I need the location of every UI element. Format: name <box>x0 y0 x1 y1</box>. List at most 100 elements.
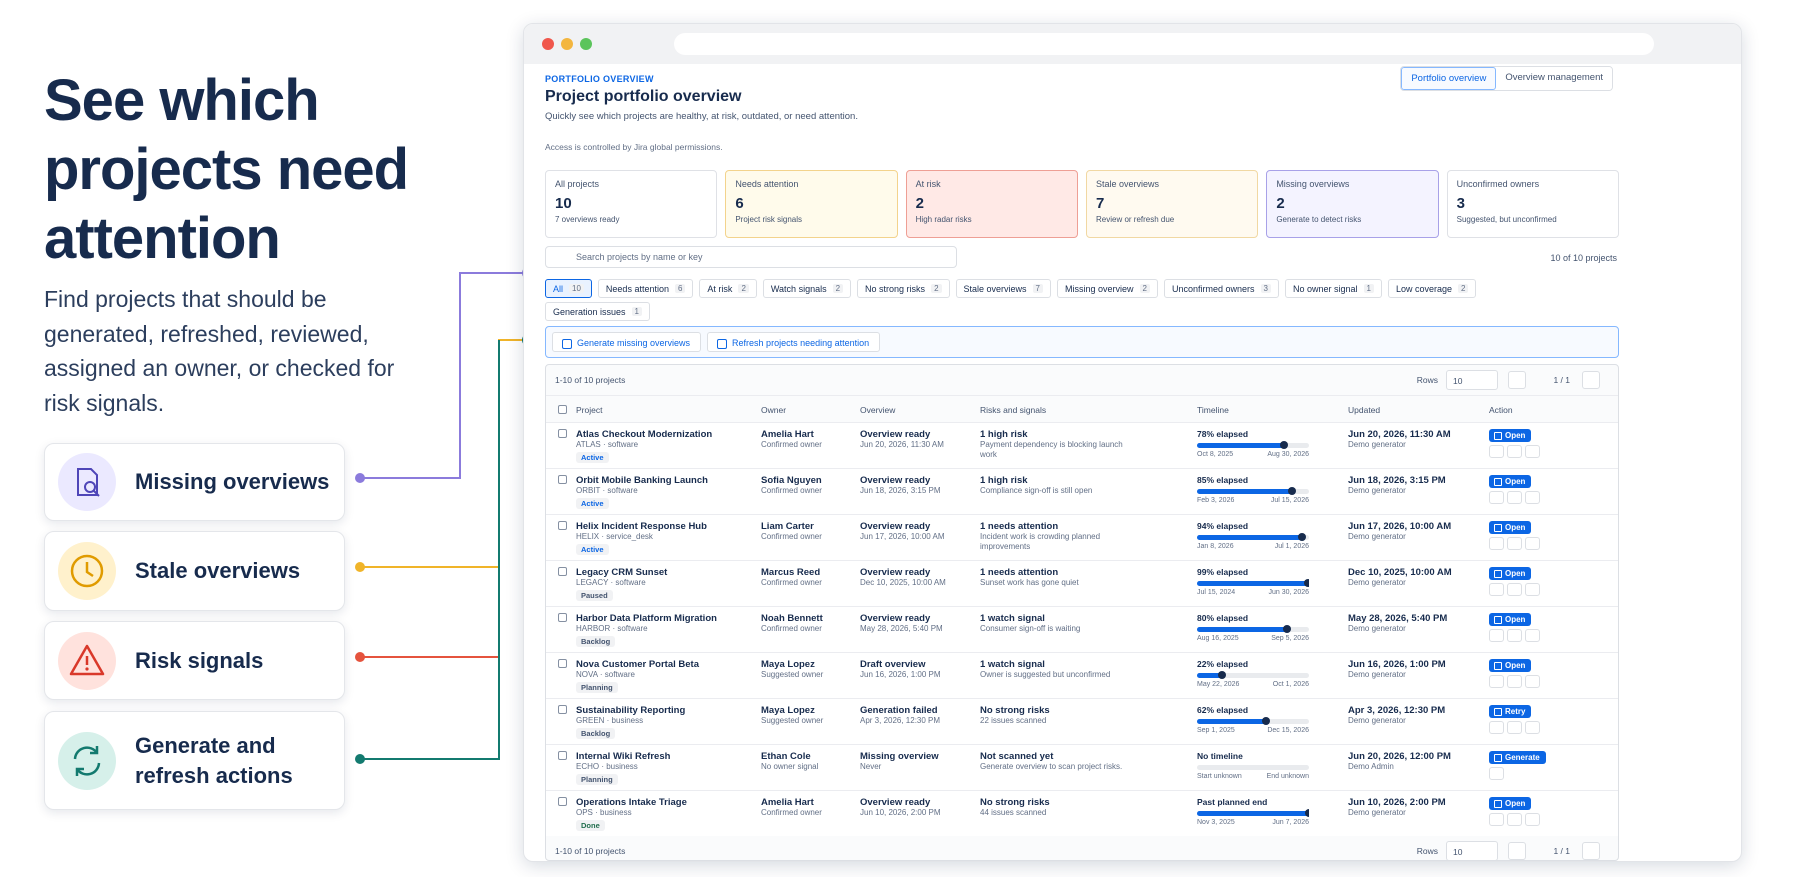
icon-button[interactable] <box>1525 445 1540 458</box>
tab[interactable]: Portfolio overview <box>1401 67 1497 90</box>
row-action[interactable]: Open <box>1489 613 1532 626</box>
icon-button[interactable] <box>1507 445 1522 458</box>
icon-button[interactable] <box>1489 721 1504 734</box>
project-name[interactable]: Atlas Checkout Modernization <box>576 429 713 440</box>
rows-select[interactable]: 10 <box>1446 370 1498 390</box>
icon-button[interactable] <box>1525 537 1540 550</box>
icon-button[interactable] <box>1507 629 1522 642</box>
icon-button[interactable] <box>1525 583 1540 596</box>
column-header[interactable]: Project <box>576 405 603 415</box>
stat-card[interactable]: All projects 10 7 overviews ready <box>545 170 718 238</box>
column-header[interactable]: Overview <box>860 405 896 415</box>
checkbox[interactable] <box>558 475 567 484</box>
stat-card[interactable]: At risk 2 High radar risks <box>905 170 1078 238</box>
filter-chip[interactable]: Low coverage 2 <box>1387 279 1477 298</box>
checkbox[interactable] <box>558 613 567 622</box>
filter-chip[interactable]: Watch signals 2 <box>762 279 852 298</box>
icon-button[interactable] <box>1507 491 1522 504</box>
icon-button[interactable] <box>1489 445 1504 458</box>
checkbox[interactable] <box>558 705 567 714</box>
icon-button[interactable] <box>1507 583 1522 596</box>
checkbox[interactable] <box>558 751 567 760</box>
prev-page[interactable] <box>1508 371 1526 389</box>
icon-button[interactable] <box>1507 721 1522 734</box>
overview-cell: Overview ready May 28, 2026, 5:40 PM <box>860 607 980 652</box>
filter-chip[interactable]: Needs attention 6 <box>597 279 694 298</box>
icon-button[interactable] <box>1525 629 1540 642</box>
icon-button[interactable] <box>1489 629 1504 642</box>
icon-button[interactable] <box>1507 813 1522 826</box>
icon-button[interactable] <box>1489 583 1504 596</box>
icon-button[interactable] <box>1507 537 1522 550</box>
action-button[interactable]: Refresh projects needing attention <box>707 332 881 352</box>
checkbox[interactable] <box>558 567 567 576</box>
action-button[interactable]: Generate missing overviews <box>552 332 702 352</box>
stat-card[interactable]: Stale overviews 7 Review or refresh due <box>1085 170 1259 238</box>
filter-chip[interactable]: Stale overviews 7 <box>955 279 1051 298</box>
updated-cell: Jun 16, 2026, 1:00 PM Demo generator <box>1348 653 1489 698</box>
project-name[interactable]: Legacy CRM Sunset <box>576 567 668 578</box>
window-dot <box>542 38 554 50</box>
next-page[interactable] <box>1582 371 1600 389</box>
icon-button[interactable] <box>1489 813 1504 826</box>
checkbox[interactable] <box>558 429 567 438</box>
project-name[interactable]: Sustainability Reporting <box>576 705 686 716</box>
row-action[interactable]: Generate <box>1489 751 1546 764</box>
filter-chip[interactable]: No owner signal 1 <box>1284 279 1382 298</box>
updated-by: Demo Admin <box>1348 762 1394 771</box>
checkbox[interactable] <box>558 521 567 530</box>
rows-select[interactable]: 10 <box>1446 841 1498 861</box>
search-input[interactable]: Search projects by name or key <box>545 246 957 268</box>
filter-chip[interactable]: Missing overview 2 <box>1057 279 1158 298</box>
icon-button[interactable] <box>1525 491 1540 504</box>
stat-card[interactable]: Needs attention 6 Project risk signals <box>725 170 898 238</box>
icon-button[interactable] <box>1525 721 1540 734</box>
action-cell: Open <box>1489 607 1618 652</box>
row-action[interactable]: Open <box>1489 797 1532 810</box>
checkbox[interactable] <box>558 405 567 414</box>
project-name[interactable]: Helix Incident Response Hub <box>576 521 707 532</box>
project-name[interactable]: Harbor Data Platform Migration <box>576 613 717 624</box>
icon-button[interactable] <box>1525 813 1540 826</box>
icon-button[interactable] <box>1489 537 1504 550</box>
filter-chip[interactable]: Generation issues 1 <box>545 302 650 321</box>
checkbox[interactable] <box>558 797 567 806</box>
prev-page[interactable] <box>1508 842 1526 860</box>
access-note: Access is controlled by Jira global perm… <box>545 142 723 152</box>
filter-chip[interactable]: All 10 <box>545 279 592 298</box>
icon-button[interactable] <box>1525 675 1540 688</box>
column-header[interactable]: Timeline <box>1197 405 1229 415</box>
project-name[interactable]: Operations Intake Triage <box>576 797 687 808</box>
project-name[interactable]: Nova Customer Portal Beta <box>576 659 700 670</box>
column-header[interactable]: Updated <box>1348 405 1381 415</box>
column-header[interactable]: Risks and signals <box>980 405 1047 415</box>
icon-button[interactable] <box>1489 675 1504 688</box>
stat-card[interactable]: Unconfirmed owners 3 Suggested, but unconf… <box>1446 170 1619 238</box>
row-action[interactable]: Open <box>1489 521 1532 534</box>
end-date: Jun 30, 2026 <box>1268 589 1309 596</box>
row-action[interactable]: Open <box>1489 567 1532 580</box>
start-date: May 22, 2026 <box>1197 681 1240 688</box>
tab[interactable]: Overview management <box>1496 67 1612 90</box>
column-header[interactable]: Action <box>1489 405 1513 415</box>
address-bar[interactable] <box>674 33 1654 55</box>
row-action[interactable]: Retry <box>1489 705 1532 718</box>
next-page[interactable] <box>1582 842 1600 860</box>
filter-chip[interactable]: At risk 2 <box>699 279 757 298</box>
icon-button[interactable] <box>1489 767 1504 780</box>
filter-chip[interactable]: No strong risks 2 <box>857 279 950 298</box>
page-indicator: 1 / 1 <box>1553 375 1570 385</box>
row-action[interactable]: Open <box>1489 475 1532 488</box>
project-name[interactable]: Internal Wiki Refresh <box>576 751 671 762</box>
icon-button[interactable] <box>1489 491 1504 504</box>
updated-time: Jun 20, 2026, 12:00 PM <box>1348 751 1451 762</box>
stat-card[interactable]: Missing overviews 2 Generate to detect ris… <box>1266 170 1439 238</box>
row-action[interactable]: Open <box>1489 429 1532 442</box>
checkbox[interactable] <box>558 659 567 668</box>
filter-chip[interactable]: Unconfirmed owners 3 <box>1163 279 1279 298</box>
icon-button[interactable] <box>1507 675 1522 688</box>
project-name[interactable]: Orbit Mobile Banking Launch <box>576 475 708 486</box>
row-action[interactable]: Open <box>1489 659 1532 672</box>
column-header[interactable]: Owner <box>761 405 787 415</box>
feature-icon <box>58 453 116 511</box>
